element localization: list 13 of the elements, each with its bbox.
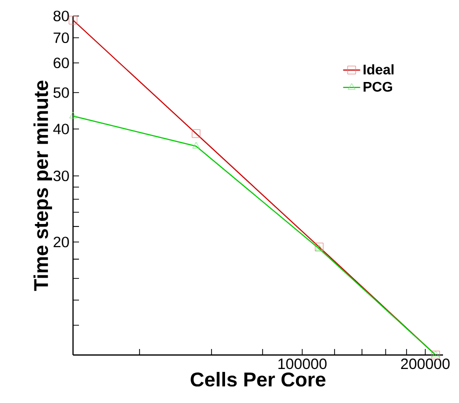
x-tick-label: 100000: [278, 358, 327, 370]
legend-label: PCG: [364, 82, 392, 92]
y-tick-label: 40: [53, 124, 69, 134]
y-tick-label: 30: [53, 170, 69, 182]
legend-label: Ideal: [364, 64, 394, 74]
y-tick-label: 60: [54, 58, 69, 68]
y-tick-label: 50: [53, 87, 69, 98]
x-axis-title: Cells Per Core: [190, 372, 326, 387]
y-tick-label: 80: [54, 10, 69, 22]
y-axis-title: Time steps per minute: [33, 80, 52, 291]
y-tick-label: 20: [54, 236, 69, 248]
y-tick-label: 70: [54, 32, 69, 44]
x-tick-label: 200000: [401, 358, 450, 370]
